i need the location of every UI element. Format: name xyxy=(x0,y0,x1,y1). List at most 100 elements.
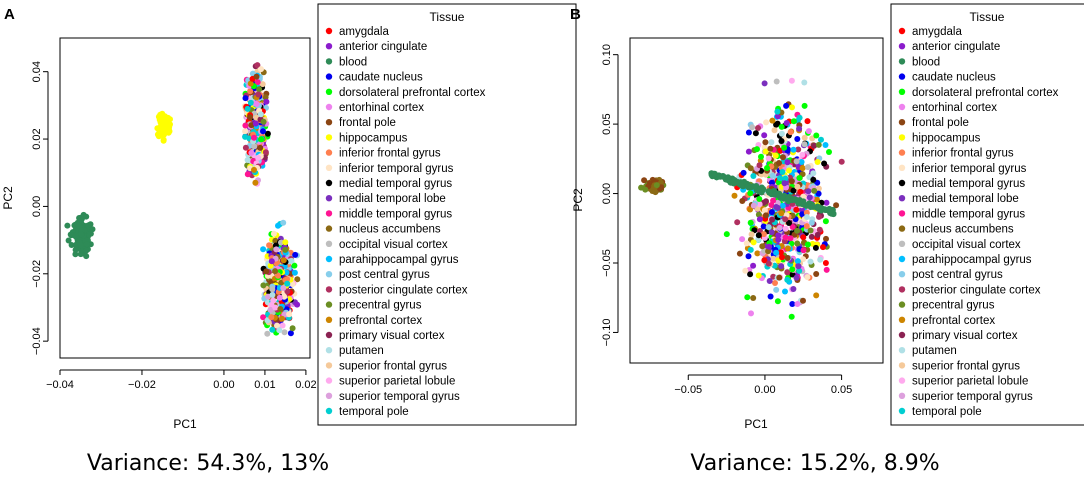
data-point xyxy=(272,268,279,275)
data-point xyxy=(251,166,257,173)
legend-color-marker xyxy=(898,225,906,232)
legend-label: dorsolateral prefrontal cortex xyxy=(912,87,1059,99)
data-point xyxy=(282,246,289,253)
data-point xyxy=(788,178,795,185)
data-point xyxy=(260,118,267,125)
legend-label: superior temporal gyrus xyxy=(912,391,1033,403)
data-point xyxy=(254,79,261,86)
data-point xyxy=(805,188,812,195)
data-point xyxy=(807,227,814,234)
legend-item: superior parietal lobule xyxy=(325,376,455,388)
data-point xyxy=(768,209,775,216)
data-point xyxy=(796,175,803,181)
data-point xyxy=(642,186,649,193)
legend-item: medial temporal lobe xyxy=(898,193,1019,205)
legend-item: nucleus accumbens xyxy=(898,224,1014,236)
data-point xyxy=(723,231,730,238)
legend-label: inferior frontal gyrus xyxy=(339,148,441,160)
legend-item: caudate nucleus xyxy=(325,72,423,84)
data-point xyxy=(278,239,284,246)
data-point xyxy=(760,223,767,230)
legend-item: inferior frontal gyrus xyxy=(898,148,1014,160)
legend-item: posterior cingulate cortex xyxy=(898,284,1041,296)
legend-label: medial temporal gyrus xyxy=(339,178,452,190)
panel-a-variance: Variance: 54.3%, 13% xyxy=(87,451,329,476)
data-point xyxy=(810,203,817,210)
legend-color-marker xyxy=(898,43,906,50)
panel-a-letter: A xyxy=(4,6,15,23)
data-point xyxy=(790,286,797,292)
legend-item: superior parietal lobule xyxy=(898,376,1028,388)
legend-color-marker xyxy=(898,58,906,65)
data-point xyxy=(801,79,808,86)
data-point xyxy=(784,269,791,276)
data-point xyxy=(777,249,784,256)
data-point xyxy=(778,263,785,270)
data-point xyxy=(255,91,262,98)
data-point xyxy=(787,129,794,136)
data-point xyxy=(778,138,785,144)
x-tick-label: 0.00 xyxy=(213,379,234,391)
legend-item: dorsolateral prefrontal cortex xyxy=(898,87,1059,99)
data-point xyxy=(788,77,795,84)
data-point xyxy=(806,194,813,201)
data-point xyxy=(756,216,763,223)
data-point xyxy=(256,86,263,93)
data-point xyxy=(815,141,822,148)
x-tick-label: −0.02 xyxy=(128,379,156,391)
legend-label: superior frontal gyrus xyxy=(339,360,447,372)
y-tick-label: −0.10 xyxy=(601,319,613,347)
legend-label: medial temporal gyrus xyxy=(912,178,1025,190)
data-point xyxy=(739,182,745,189)
data-point xyxy=(728,179,734,186)
data-point xyxy=(264,330,271,337)
panel-b-y-axis-label: PC2 xyxy=(571,188,585,212)
legend-item: post central gyrus xyxy=(898,269,1003,281)
legend-item: parahippocampal gyrus xyxy=(325,254,459,266)
data-point xyxy=(774,108,781,115)
legend-item: prefrontal cortex xyxy=(898,315,995,327)
data-point xyxy=(815,185,822,192)
data-point xyxy=(810,176,817,183)
legend-item: middle temporal gyrus xyxy=(898,208,1025,220)
data-point xyxy=(72,246,79,253)
data-point xyxy=(781,144,788,151)
data-point xyxy=(652,189,659,196)
data-point xyxy=(242,128,249,135)
data-point xyxy=(762,139,769,146)
legend-label: superior parietal lobule xyxy=(912,376,1028,388)
data-point xyxy=(794,258,801,265)
data-point xyxy=(288,257,295,264)
legend-item: dorsolateral prefrontal cortex xyxy=(325,87,486,99)
data-point xyxy=(772,152,779,159)
data-point xyxy=(773,286,780,293)
y-tick-label: 0.00 xyxy=(31,196,43,217)
panel-a-x-ticks: −0.04 −0.02 0.00 0.01 0.02 xyxy=(46,369,317,391)
data-point xyxy=(641,177,648,184)
data-point xyxy=(784,196,791,203)
data-point xyxy=(829,206,836,213)
data-point xyxy=(789,271,796,278)
y-tick-label: 0.02 xyxy=(31,128,43,149)
data-point xyxy=(814,196,820,203)
data-point xyxy=(803,223,810,230)
data-point xyxy=(816,226,823,233)
data-point xyxy=(804,274,811,281)
legend-label: temporal pole xyxy=(912,406,982,418)
data-point xyxy=(761,257,768,264)
legend-label: entorhinal cortex xyxy=(339,102,424,114)
data-point xyxy=(786,167,792,174)
data-point xyxy=(258,136,265,143)
legend-color-marker xyxy=(898,27,906,35)
data-point xyxy=(276,294,283,301)
legend-color-marker xyxy=(898,316,906,323)
data-point xyxy=(803,214,810,220)
legend-color-marker xyxy=(898,392,906,399)
data-point xyxy=(772,280,778,286)
data-point xyxy=(748,310,754,317)
legend-label: amygdala xyxy=(339,26,389,38)
panel-b-variance: Variance: 15.2%, 8.9% xyxy=(690,451,939,476)
data-point xyxy=(782,175,789,182)
data-point xyxy=(78,231,85,238)
legend-label: caudate nucleus xyxy=(912,72,996,84)
